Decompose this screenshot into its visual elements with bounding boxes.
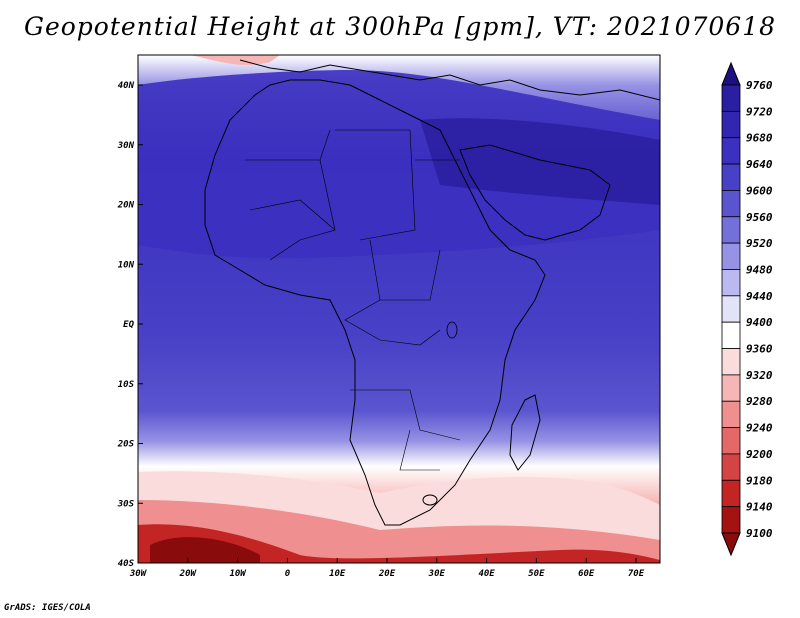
lesotho-outline [422,494,438,506]
colorbar-segment [721,242,741,270]
lat-label: EQ [123,320,134,330]
colorbar-label: 9760 [746,79,773,92]
africa-coastline [204,79,546,526]
colorbar-label: 9180 [746,474,773,487]
lon-label: 30E [428,569,446,579]
colorbar-segment [721,163,741,191]
colorbar-segment [721,348,741,376]
colorbar-bottom-arrow [721,532,741,557]
lat-label: 10S [118,380,135,390]
colorbar-segment [721,295,741,323]
colorbar: 9760 9720 9680 9640 9600 9560 9520 9480 9440 9400… [721,61,773,557]
colorbar-segment [721,84,741,112]
colorbar-label: 9480 [746,263,773,276]
longitude-axis: 30W 20W 10W 0 10E 20E 30E 40E 50E 60E 70E [129,558,645,579]
lon-label: 70E [628,569,645,579]
colorbar-top-arrow [721,61,741,86]
high-band [138,70,660,259]
europe-coast [239,59,660,101]
southern-low-core [150,537,260,563]
colorbar-segment [721,321,741,349]
lon-label: 30W [129,569,148,579]
lat-label: 30N [117,141,135,151]
colorbar-label: 9400 [746,316,773,329]
southern-gradient-3 [138,524,660,563]
colorbar-label: 9100 [746,527,773,540]
colorbar-segment [721,400,741,428]
height-field [138,55,660,563]
madagascar [509,394,541,471]
colorbar-segment [721,110,741,139]
grads-credit: GrADS: IGES/COLA [4,603,91,613]
lon-label: 0 [285,569,291,579]
colorbar-segment [721,427,741,455]
colorbar-label: 9140 [746,501,773,514]
colorbar-segment [721,453,741,481]
colorbar-label: 9560 [746,211,773,224]
colorbar-label: 9320 [746,369,773,382]
lat-label: 10N [118,260,135,270]
colorbar-segment [721,216,741,244]
lon-label: 40E [478,569,495,579]
colorbar-label: 9200 [746,448,773,461]
colorbar-segment [721,506,741,534]
colorbar-label: 9360 [746,343,773,356]
lon-label: 60E [578,569,595,579]
subtropical-high-core [420,118,660,205]
colorbar-label: 9680 [746,132,773,145]
plot-frame [137,54,661,564]
colorbar-segment [721,374,741,402]
latitude-axis: 40N 30N 20N 10N EQ 10S 20S 30S 40S [117,81,143,569]
colorbar-label: 9520 [746,237,773,250]
lon-label: 20E [378,569,396,579]
colorbar-label: 9640 [746,158,773,171]
colorbar-label: 9440 [746,290,773,303]
arabian-peninsula [459,144,611,241]
country-borders [245,129,461,471]
colorbar-segment [721,269,741,297]
colorbar-label: 9240 [746,422,773,435]
northern-low-lobe [190,55,280,65]
map-title: Geopotential Height at 300hPa [gpm], VT:… [23,12,777,41]
lat-label: 40S [118,559,135,569]
colorbar-segment [721,137,741,165]
lake-victoria [446,321,458,339]
lat-label: 20S [117,440,135,450]
colorbar-label: 9720 [746,105,773,118]
colorbar-label: 9280 [746,395,773,408]
lat-label: 30S [117,499,135,509]
lat-label: 40N [118,81,135,91]
lon-label: 10E [329,569,346,579]
lat-label: 20N [117,201,135,211]
lon-label: 10W [229,569,247,579]
colorbar-segment [721,479,741,508]
colorbar-segment [721,190,741,218]
colorbar-label: 9600 [746,184,773,197]
lon-label: 50E [528,569,545,579]
lon-label: 20W [179,569,198,579]
